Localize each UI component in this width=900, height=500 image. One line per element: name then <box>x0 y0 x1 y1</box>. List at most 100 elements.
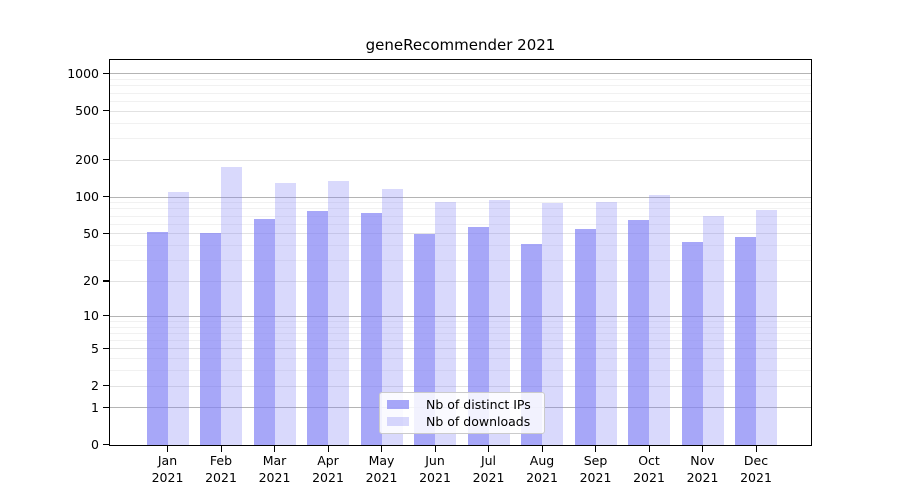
gridline-200 <box>110 159 811 161</box>
bar-downloads-nov <box>702 216 724 445</box>
year-line: 2021 <box>686 470 719 485</box>
y-tick-label-0: 0 <box>91 437 99 452</box>
x-tick-mark-feb <box>220 445 222 452</box>
y-tick-mark-0 <box>103 444 110 446</box>
y-tick-label-1000: 1000 <box>67 65 99 81</box>
y-tick-mark-10 <box>103 315 110 317</box>
gridline-5 <box>110 348 811 350</box>
year-line: 2021 <box>419 470 451 485</box>
gridline-minor <box>110 137 811 139</box>
bar-ips-apr <box>307 211 328 445</box>
legend-swatch-distinct-ips <box>387 400 409 409</box>
bar-downloads-oct <box>649 194 670 445</box>
gridline-minor <box>110 79 811 80</box>
gridline-10 <box>110 315 811 317</box>
bar-ips-sep <box>574 229 596 445</box>
x-tick-label-feb: Feb 2021 <box>191 452 251 486</box>
gridline-minor <box>110 202 811 204</box>
gridline-minor <box>110 208 811 210</box>
gridline-minor <box>110 260 811 261</box>
y-tick-mark-2 <box>103 385 110 387</box>
y-tick-label-500: 500 <box>75 103 99 118</box>
bar-ips-mar <box>253 219 275 445</box>
gridline-100 <box>110 196 811 198</box>
bar-downloads-dec <box>756 209 777 445</box>
month-line: Mar <box>262 453 287 468</box>
y-tick-label-20: 20 <box>83 273 99 289</box>
x-tick-mark-oct <box>648 445 650 452</box>
legend-item-downloads: Nb of downloads <box>380 414 544 429</box>
y-tick-label-2: 2 <box>91 378 99 393</box>
month-line: Jun <box>425 453 445 468</box>
bar-downloads-jun <box>435 202 456 445</box>
gridline-minor <box>110 92 811 94</box>
x-tick-label-sep: Sep 2021 <box>566 452 626 486</box>
x-tick-label-nov: Nov 2021 <box>673 452 733 486</box>
month-line: Nov <box>690 453 715 468</box>
month-line: Feb <box>209 453 233 468</box>
x-tick-mark-jan <box>167 445 169 452</box>
x-tick-label-jul: Jul 2021 <box>459 452 519 486</box>
bar-downloads-feb <box>221 166 242 445</box>
month-line: Apr <box>317 453 339 468</box>
bar-downloads-mar <box>274 182 296 445</box>
gridline-minor <box>110 223 811 225</box>
x-tick-mark-jul <box>488 445 490 452</box>
bar-ips-dec <box>735 236 756 445</box>
x-tick-mark-mar <box>274 445 276 452</box>
gridline-minor <box>110 215 811 217</box>
y-tick-mark-5 <box>103 347 110 349</box>
x-tick-mark-dec <box>755 445 757 452</box>
gridline-2 <box>110 385 811 387</box>
year-line: 2021 <box>526 470 558 485</box>
year-line: 2021 <box>312 470 344 485</box>
x-tick-label-jan: Jan 2021 <box>138 452 198 486</box>
y-tick-mark-100 <box>103 196 110 198</box>
month-line: Sep <box>583 453 608 468</box>
gridline-minor <box>110 100 811 102</box>
x-tick-label-jun: Jun 2021 <box>405 452 465 486</box>
bar-ips-oct <box>628 220 649 445</box>
x-tick-label-dec: Dec 2021 <box>726 452 786 486</box>
y-tick-label-100: 100 <box>75 189 99 205</box>
bar-ips-jul <box>467 227 489 445</box>
gridline-minor <box>110 370 811 371</box>
year-line: 2021 <box>472 470 505 485</box>
plot-area <box>109 59 812 446</box>
gridline-20 <box>110 280 811 282</box>
y-tick-label-50: 50 <box>83 225 99 241</box>
gridline-50 <box>110 233 811 235</box>
y-tick-mark-50 <box>103 232 110 235</box>
x-tick-label-aug: Aug 2021 <box>512 452 572 486</box>
bar-ips-nov <box>681 242 703 445</box>
x-tick-label-apr: Apr 2021 <box>298 452 358 486</box>
legend-item-distinct-ips: Nb of distinct IPs <box>380 397 544 412</box>
month-line: May <box>368 453 395 468</box>
gridline-minor <box>110 326 811 328</box>
x-tick-mark-nov <box>702 445 704 452</box>
bar-downloads-jan <box>167 191 189 445</box>
gridline-minor <box>110 245 811 246</box>
gridline-minor <box>110 358 811 359</box>
x-tick-label-mar: Mar 2021 <box>245 452 305 486</box>
y-tick-mark-500 <box>103 110 110 112</box>
y-tick-label-1: 1 <box>91 399 99 415</box>
year-line: 2021 <box>151 470 184 485</box>
legend-label-distinct-ips: Nb of distinct IPs <box>426 397 531 412</box>
x-tick-mark-may <box>381 445 383 452</box>
bar-downloads-aug <box>542 203 563 445</box>
year-line: 2021 <box>365 470 398 485</box>
bar-ips-may <box>360 212 382 445</box>
bar-downloads-apr <box>328 180 349 445</box>
y-tick-label-5: 5 <box>91 340 99 356</box>
x-tick-mark-aug <box>541 445 543 452</box>
month-line: Oct <box>638 453 660 468</box>
gridline-minor <box>110 85 811 87</box>
x-tick-label-oct: Oct 2021 <box>619 452 679 486</box>
month-line: Jul <box>480 453 497 468</box>
gridline-1000 <box>110 73 811 75</box>
y-tick-label-10: 10 <box>83 308 99 324</box>
bar-downloads-may <box>381 189 403 445</box>
chart-title: geneRecommender 2021 <box>365 36 556 54</box>
